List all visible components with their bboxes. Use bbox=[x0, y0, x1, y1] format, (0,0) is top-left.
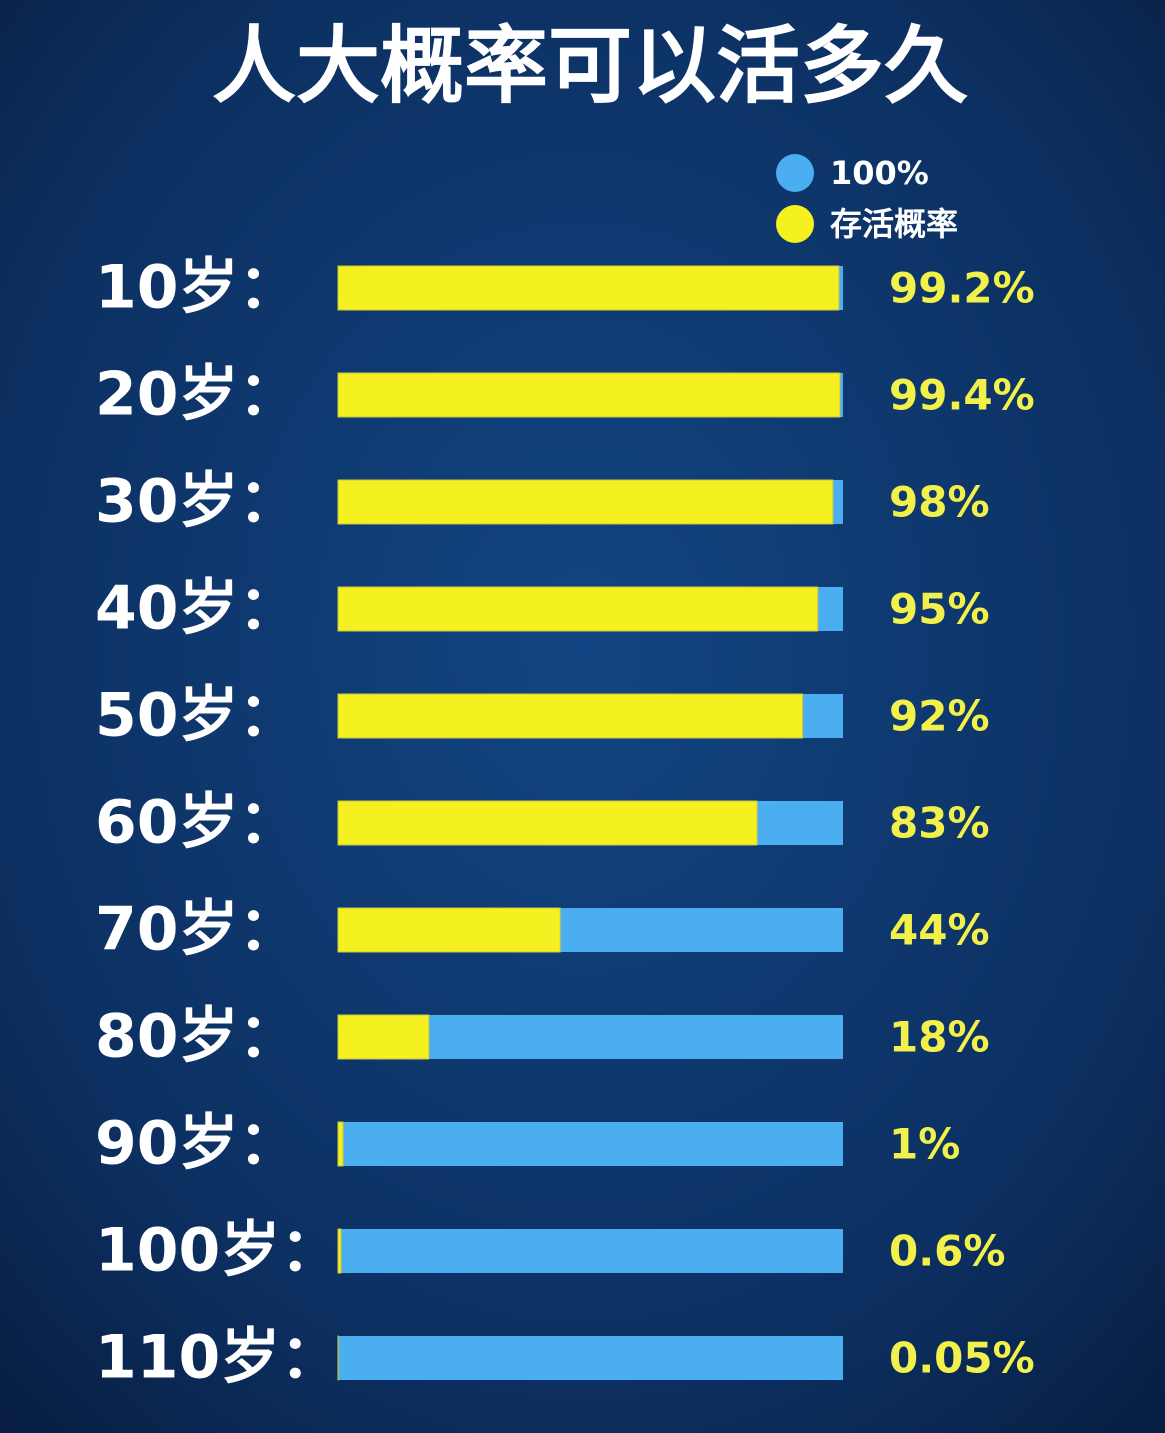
bar bbox=[337, 800, 758, 846]
category-label: 110岁： bbox=[95, 1323, 340, 1393]
bar bbox=[337, 693, 804, 739]
legend-swatch bbox=[776, 205, 814, 243]
legend-swatch bbox=[776, 154, 814, 192]
legend-label: 100% bbox=[830, 154, 929, 192]
category-label: 50岁： bbox=[95, 681, 299, 751]
bar bbox=[338, 1122, 843, 1166]
bar bbox=[338, 1229, 843, 1273]
value-label: 92% bbox=[889, 692, 990, 741]
bar bbox=[337, 586, 819, 632]
category-label: 60岁： bbox=[95, 788, 299, 858]
category-label: 80岁： bbox=[95, 1002, 299, 1072]
value-label: 98% bbox=[889, 478, 990, 527]
value-label: 44% bbox=[889, 906, 990, 955]
category-label: 40岁： bbox=[95, 574, 299, 644]
value-label: 99.4% bbox=[889, 371, 1035, 420]
category-label: 70岁： bbox=[95, 895, 299, 965]
category-label: 20岁： bbox=[95, 360, 299, 430]
bar bbox=[338, 1336, 843, 1380]
value-label: 0.05% bbox=[889, 1334, 1035, 1383]
category-label: 100岁： bbox=[95, 1216, 340, 1286]
value-label: 95% bbox=[889, 585, 990, 634]
bar bbox=[337, 1014, 430, 1060]
category-label: 30岁： bbox=[95, 467, 299, 537]
value-label: 99.2% bbox=[889, 264, 1035, 313]
value-label: 0.6% bbox=[889, 1227, 1005, 1276]
bar bbox=[337, 265, 840, 311]
bar bbox=[337, 479, 834, 525]
bar bbox=[337, 372, 841, 418]
value-label: 83% bbox=[889, 799, 990, 848]
legend-label: 存活概率 bbox=[830, 205, 958, 243]
bar bbox=[337, 1121, 344, 1167]
value-label: 1% bbox=[889, 1120, 960, 1169]
chart-title: 人大概率可以活多久 bbox=[212, 17, 968, 115]
bar bbox=[337, 1228, 342, 1274]
category-label: 90岁： bbox=[95, 1109, 299, 1179]
category-label: 10岁： bbox=[95, 253, 299, 323]
bar bbox=[337, 907, 561, 953]
value-label: 18% bbox=[889, 1013, 990, 1062]
